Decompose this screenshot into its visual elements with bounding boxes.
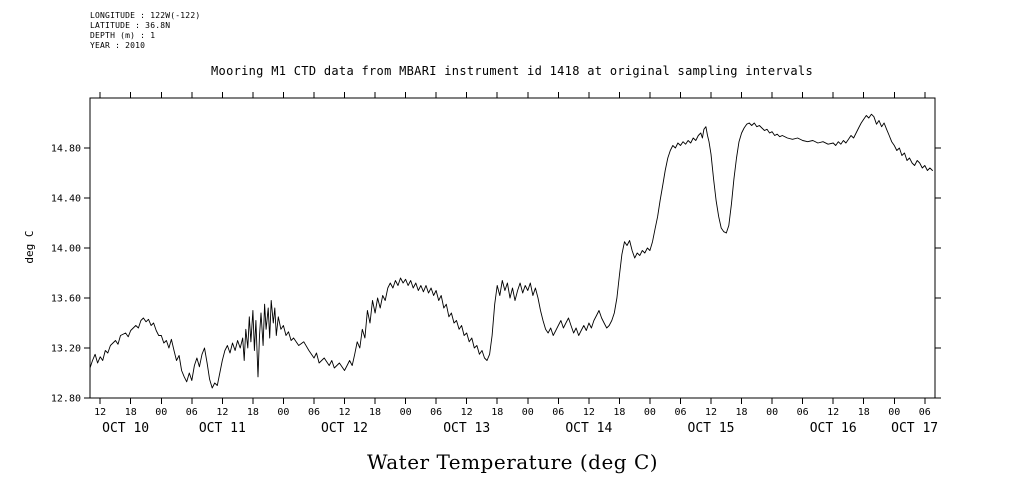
x-tick-label: 06	[919, 407, 931, 418]
metadata-longitude: LONGITUDE : 122W(-122)	[90, 11, 201, 20]
x-date-label: OCT 14	[565, 421, 612, 436]
x-tick-label: 00	[155, 407, 167, 418]
axis-tick-labels: 12.80 13.20 13.60 14.00 14.40 14.80 12 18 00 06 12…	[51, 144, 938, 437]
x-tick-label: 12	[461, 407, 473, 418]
x-tick-label: 18	[858, 407, 870, 418]
x-tick-label: 00	[522, 407, 534, 418]
x-tick-label: 12	[827, 407, 839, 418]
chart-title: Mooring M1 CTD data from MBARI instrumen…	[211, 64, 813, 78]
axis-ticks	[84, 92, 941, 404]
x-date-label: OCT 15	[688, 421, 735, 436]
x-tick-label: 12	[94, 407, 106, 418]
x-tick-label: 00	[888, 407, 900, 418]
x-tick-label: 12	[216, 407, 228, 418]
x-tick-label: 18	[247, 407, 259, 418]
x-tick-label: 06	[430, 407, 442, 418]
y-tick-label: 14.40	[51, 194, 81, 205]
x-tick-label: 12	[338, 407, 350, 418]
x-date-label: OCT 13	[443, 421, 490, 436]
x-tick-label: 06	[186, 407, 198, 418]
x-tick-label: 06	[674, 407, 686, 418]
x-tick-label: 18	[613, 407, 625, 418]
x-date-label: OCT 12	[321, 421, 368, 436]
x-date-label: OCT 17	[891, 421, 938, 436]
x-tick-label: 06	[308, 407, 320, 418]
x-tick-label: 06	[797, 407, 809, 418]
x-tick-label: 18	[491, 407, 503, 418]
y-tick-label: 12.80	[51, 394, 81, 405]
y-tick-label: 13.60	[51, 294, 81, 305]
metadata-latitude: LATITUDE : 36.8N	[90, 21, 171, 30]
x-tick-label: 00	[766, 407, 778, 418]
x-tick-label: 00	[644, 407, 656, 418]
plot-frame	[89, 97, 936, 399]
x-tick-label: 06	[552, 407, 564, 418]
metadata-year: YEAR : 2010	[90, 41, 146, 50]
x-tick-label: 18	[125, 407, 137, 418]
x-tick-label: 18	[736, 407, 748, 418]
x-date-label: OCT 11	[199, 421, 246, 436]
metadata-depth: DEPTH (m) : 1	[90, 31, 156, 40]
header-metadata: LONGITUDE : 122W(-122) LATITUDE : 36.8N …	[90, 11, 200, 51]
y-tick-label: 14.80	[51, 144, 81, 155]
x-axis-title: Water Temperature (deg C)	[366, 450, 659, 474]
y-tick-label: 13.20	[51, 344, 81, 355]
x-tick-label: 18	[369, 407, 381, 418]
x-tick-label: 12	[583, 407, 595, 418]
x-tick-label: 00	[400, 407, 412, 418]
x-date-label: OCT 16	[810, 421, 857, 436]
temperature-series-line	[89, 113, 933, 389]
x-tick-label: 12	[705, 407, 717, 418]
y-tick-label: 14.00	[51, 244, 81, 255]
x-tick-label: 00	[277, 407, 289, 418]
x-date-label: OCT 10	[102, 421, 149, 436]
